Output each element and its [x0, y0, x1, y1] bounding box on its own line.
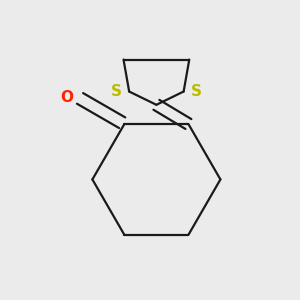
Text: S: S	[191, 84, 202, 99]
Text: O: O	[60, 90, 73, 105]
Text: S: S	[111, 84, 122, 99]
